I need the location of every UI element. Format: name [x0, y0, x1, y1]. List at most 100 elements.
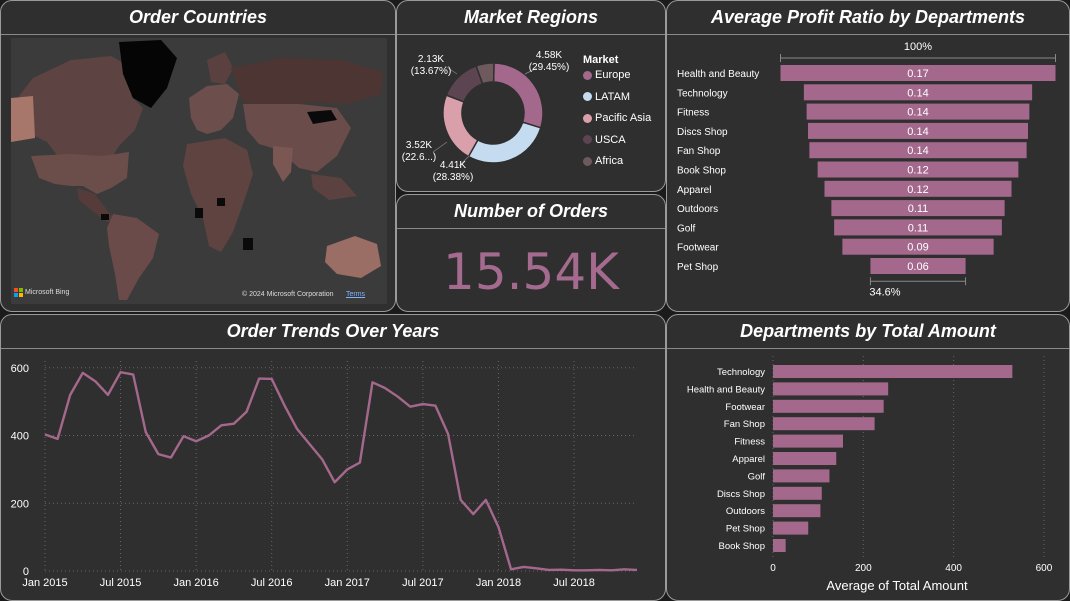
legend-item-latam[interactable]: LATAM [583, 91, 630, 103]
line-series-orders[interactable] [44, 370, 638, 572]
donut-slice-latam[interactable] [467, 121, 542, 164]
donut-data-label-value: 4.58K [536, 50, 562, 61]
funnel-category-label: Outdoors [677, 204, 718, 215]
funnel-category-label: Fitness [677, 108, 709, 119]
line-y-tick: 600 [11, 363, 29, 375]
profit-funnel-chart[interactable]: 100% 0.17 Health and Beauty 0.14 Technology 0… [667, 34, 1069, 311]
world-map[interactable] [11, 38, 387, 304]
funnel-category-label: Discs Shop [677, 127, 728, 138]
orders-value: 15.54K [443, 243, 619, 301]
legend-item-africa[interactable]: Africa [583, 155, 623, 167]
map-title: Order Countries [1, 1, 395, 35]
funnel-category-label: Golf [677, 223, 696, 234]
donut-slice-africa[interactable] [475, 62, 495, 85]
map-region-mongolia [307, 110, 337, 124]
market-legend-title: Market [583, 54, 619, 66]
hbar-bar-fan-shop[interactable] [773, 417, 875, 431]
funnel-bar-outdoors[interactable] [831, 200, 1005, 217]
map-region-greenland [119, 40, 177, 108]
funnel-category-label: Apparel [677, 185, 711, 196]
funnel-value-label: 0.17 [907, 68, 928, 80]
map-region-usa [31, 152, 129, 194]
hbar-category-label: Technology [717, 367, 765, 378]
dept-panel: Departments by Total Amount 0 200 400 600 Te… [666, 314, 1070, 601]
market-donut-chart[interactable]: 4.58K(29.45%) 4.41K(28.38%) 3.52K(22.6...)… [397, 34, 583, 192]
hbar-category-label: Pet Shop [726, 524, 765, 535]
hbar-bar-footwear[interactable] [773, 399, 884, 413]
funnel-value-label: 0.14 [907, 145, 928, 157]
funnel-bar-book-shop[interactable] [817, 161, 1019, 178]
funnel-value-label: 0.06 [907, 261, 928, 273]
funnel-bottom-label: 34.6% [869, 286, 900, 298]
line-y-tick: 200 [11, 498, 29, 510]
funnel-bar-golf[interactable] [834, 219, 1002, 236]
hbar-bar-discs-shop[interactable] [773, 486, 822, 500]
donut-data-label-value: 3.52K [406, 140, 432, 151]
donut-data-label-value: 2.13K [418, 54, 444, 65]
map-region-central-america [77, 188, 115, 222]
trend-panel: Order Trends Over Years 0 200 400 600 Jan 20… [0, 314, 666, 601]
market-regions-panel: Market Regions 4.58K (29.45%) 4.41K (28.38%… [396, 0, 666, 192]
hbar-bar-outdoors[interactable] [773, 504, 821, 518]
donut-data-label-value: 4.41K [440, 160, 466, 171]
dept-title: Departments by Total Amount [667, 315, 1069, 349]
line-x-tick: Jul 2016 [251, 577, 293, 589]
hbar-bar-fitness[interactable] [773, 434, 843, 448]
legend-item-europe[interactable]: Europe [583, 69, 630, 81]
funnel-category-label: Book Shop [677, 166, 726, 177]
map-region-russia [231, 58, 383, 108]
bing-logo: Microsoft Bing [14, 288, 69, 297]
hbar-category-label: Outdoors [726, 506, 765, 517]
hbar-x-tick: 600 [1036, 563, 1053, 574]
legend-label: Europe [595, 69, 631, 81]
map-region-europe [189, 84, 239, 134]
map-region-se-asia [311, 174, 357, 200]
hbar-category-label: Discs Shop [717, 489, 765, 500]
map-region-south-america [107, 214, 159, 300]
funnel-bar-pet-shop[interactable] [870, 258, 966, 274]
hbar-bar-health-and-beauty[interactable] [773, 382, 889, 396]
donut-slice-usca[interactable] [445, 64, 484, 103]
legend-dot-icon [583, 70, 592, 80]
line-y-tick: 0 [23, 566, 29, 578]
map-copyright: © 2024 Microsoft Corporation [242, 291, 334, 298]
order-trend-line-chart[interactable]: 0 200 400 600 Jan 2015 Jul 2015 Jan 2016 Jul 20… [1, 348, 665, 600]
hbar-x-tick: 200 [855, 563, 872, 574]
funnel-bar-footwear[interactable] [842, 238, 994, 255]
funnel-bar-technology[interactable] [803, 84, 1033, 101]
donut-data-label-pct: (28.38%) [433, 172, 474, 183]
funnel-bar-discs-shop[interactable] [808, 122, 1028, 139]
donut-slice-pacific-asia[interactable] [442, 94, 479, 158]
hbar-bar-pet-shop[interactable] [773, 521, 809, 535]
funnel-value-label: 0.14 [907, 107, 928, 119]
map-region-india [273, 146, 293, 182]
bing-label: Microsoft Bing [25, 289, 70, 296]
map-panel: Order Countries Microsoft Bi [0, 0, 396, 312]
funnel-category-label: Footwear [677, 243, 719, 254]
map-terms-link[interactable]: Terms [346, 291, 366, 298]
hbar-bar-apparel[interactable] [773, 452, 837, 465]
dept-bar-chart[interactable]: 0 200 400 600 Technology Health and Beauty Foo… [667, 348, 1069, 600]
funnel-bar-health-and-beauty[interactable] [780, 65, 1056, 81]
funnel-category-label: Fan Shop [677, 146, 721, 157]
map-region-scandinavia [207, 52, 233, 84]
hbar-x-axis-label: Average of Total Amount [826, 578, 968, 593]
legend-item-usca[interactable]: USCA [583, 134, 626, 146]
funnel-bar-fan-shop[interactable] [809, 142, 1027, 159]
line-x-tick: Jul 2015 [100, 577, 142, 589]
hbar-category-label: Golf [748, 471, 766, 482]
funnel-bar-fitness[interactable] [806, 103, 1030, 120]
line-x-tick: Jan 2015 [22, 577, 67, 589]
hbar-bar-book-shop[interactable] [773, 539, 786, 552]
hbar-bar-golf[interactable] [773, 469, 830, 483]
hbar-category-label: Fan Shop [724, 419, 765, 430]
hbar-category-label: Health and Beauty [687, 384, 765, 395]
hbar-category-label: Book Shop [719, 541, 765, 552]
funnel-value-label: 0.11 [908, 203, 929, 215]
legend-dot-icon [583, 113, 592, 123]
funnel-bar-apparel[interactable] [824, 180, 1012, 197]
hbar-bar-technology[interactable] [773, 365, 1013, 378]
legend-item-pacific-asia[interactable]: Pacific Asia [583, 112, 651, 124]
hbar-x-tick: 0 [770, 563, 776, 574]
line-y-tick: 400 [11, 431, 29, 443]
